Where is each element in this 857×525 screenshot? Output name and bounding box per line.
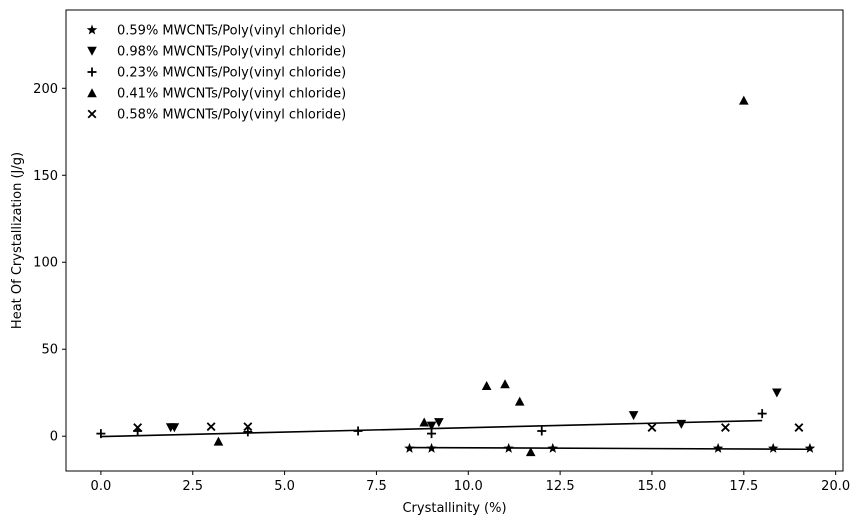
data-point (772, 388, 782, 398)
y-axis: 0 50 100 150 200 (33, 82, 66, 445)
legend-entry: 0.58% MWCNTs/Poly(vinyl chloride) (87, 108, 346, 123)
legend-label: 0.41% MWCNTs/Poly(vinyl chloride) (117, 87, 346, 102)
data-point (537, 426, 547, 436)
legend-label: 0.58% MWCNTs/Poly(vinyl chloride) (117, 108, 346, 123)
data-point (404, 442, 415, 453)
data-point (757, 409, 767, 419)
y-tick-label: 100 (33, 256, 58, 271)
data-point (514, 396, 525, 406)
legend-marker (87, 46, 97, 56)
data-point (426, 442, 437, 453)
data-point (794, 423, 804, 432)
data-markers (96, 95, 816, 457)
x-tick-label: 5.0 (274, 479, 295, 494)
series-4 (213, 95, 749, 457)
data-point (206, 422, 216, 432)
data-point (169, 423, 180, 433)
legend-label: 0.59% MWCNTs/Poly(vinyl chloride) (117, 24, 346, 39)
data-point (739, 95, 749, 105)
data-point (353, 426, 363, 436)
data-point (426, 421, 437, 431)
data-point (96, 429, 106, 439)
x-tick-label: 20.0 (821, 479, 850, 494)
data-point (721, 423, 730, 432)
x-tick-label: 10.0 (454, 479, 483, 494)
data-point (767, 442, 779, 453)
series-5 (133, 422, 804, 432)
legend-entry: 0.23% MWCNTs/Poly(vinyl chloride) (87, 66, 346, 81)
series-2 (165, 388, 782, 433)
data-point (712, 442, 724, 453)
series-1 (404, 442, 816, 453)
data-point (481, 380, 492, 390)
data-point (804, 442, 816, 453)
legend-marker (87, 67, 97, 77)
x-tick-label: 12.5 (546, 479, 575, 494)
legend-entry: 0.98% MWCNTs/Poly(vinyl chloride) (87, 45, 346, 60)
data-point (243, 427, 253, 437)
legend-label: 0.98% MWCNTs/Poly(vinyl chloride) (117, 45, 346, 60)
plot-area (66, 10, 843, 471)
data-point (500, 379, 510, 389)
y-tick-label: 150 (33, 169, 58, 184)
legend-marker (87, 109, 97, 119)
legend: 0.59% MWCNTs/Poly(vinyl chloride) 0.98% M… (86, 24, 346, 123)
data-point (525, 447, 536, 457)
legend-label: 0.23% MWCNTs/Poly(vinyl chloride) (117, 66, 346, 81)
legend-marker (86, 24, 98, 35)
x-tick-label: 2.5 (182, 479, 203, 494)
y-tick-label: 200 (33, 82, 58, 97)
data-point (434, 418, 444, 428)
y-tick-label: 0 (50, 430, 58, 445)
data-point (427, 429, 437, 439)
x-tick-label: 15.0 (637, 479, 666, 494)
x-tick-label: 7.5 (366, 479, 387, 494)
data-point (503, 442, 514, 453)
plot-frame (65, 9, 844, 472)
data-point (676, 419, 687, 429)
legend-marker (87, 88, 97, 98)
data-point (243, 422, 253, 432)
y-tick-label: 50 (41, 343, 58, 358)
data-point (213, 436, 224, 446)
x-axis-title: Crystallinity (%) (402, 501, 506, 516)
legend-entry: 0.59% MWCNTs/Poly(vinyl chloride) (86, 24, 346, 39)
fit-line-2 (409, 446, 810, 451)
data-point (547, 442, 558, 453)
y-axis-title: Heat Of Crystallization (J/g) (10, 152, 25, 329)
data-point (419, 417, 429, 427)
legend-entry: 0.41% MWCNTs/Poly(vinyl chloride) (87, 87, 346, 102)
data-point (647, 423, 657, 432)
x-tick-label: 17.5 (729, 479, 758, 494)
x-axis: 0.0 2.5 5.0 7.5 10.0 12.5 15.0 17.5 20.0 (91, 471, 850, 494)
data-point (628, 411, 639, 421)
data-point (133, 423, 143, 432)
x-tick-label: 0.0 (91, 479, 112, 494)
